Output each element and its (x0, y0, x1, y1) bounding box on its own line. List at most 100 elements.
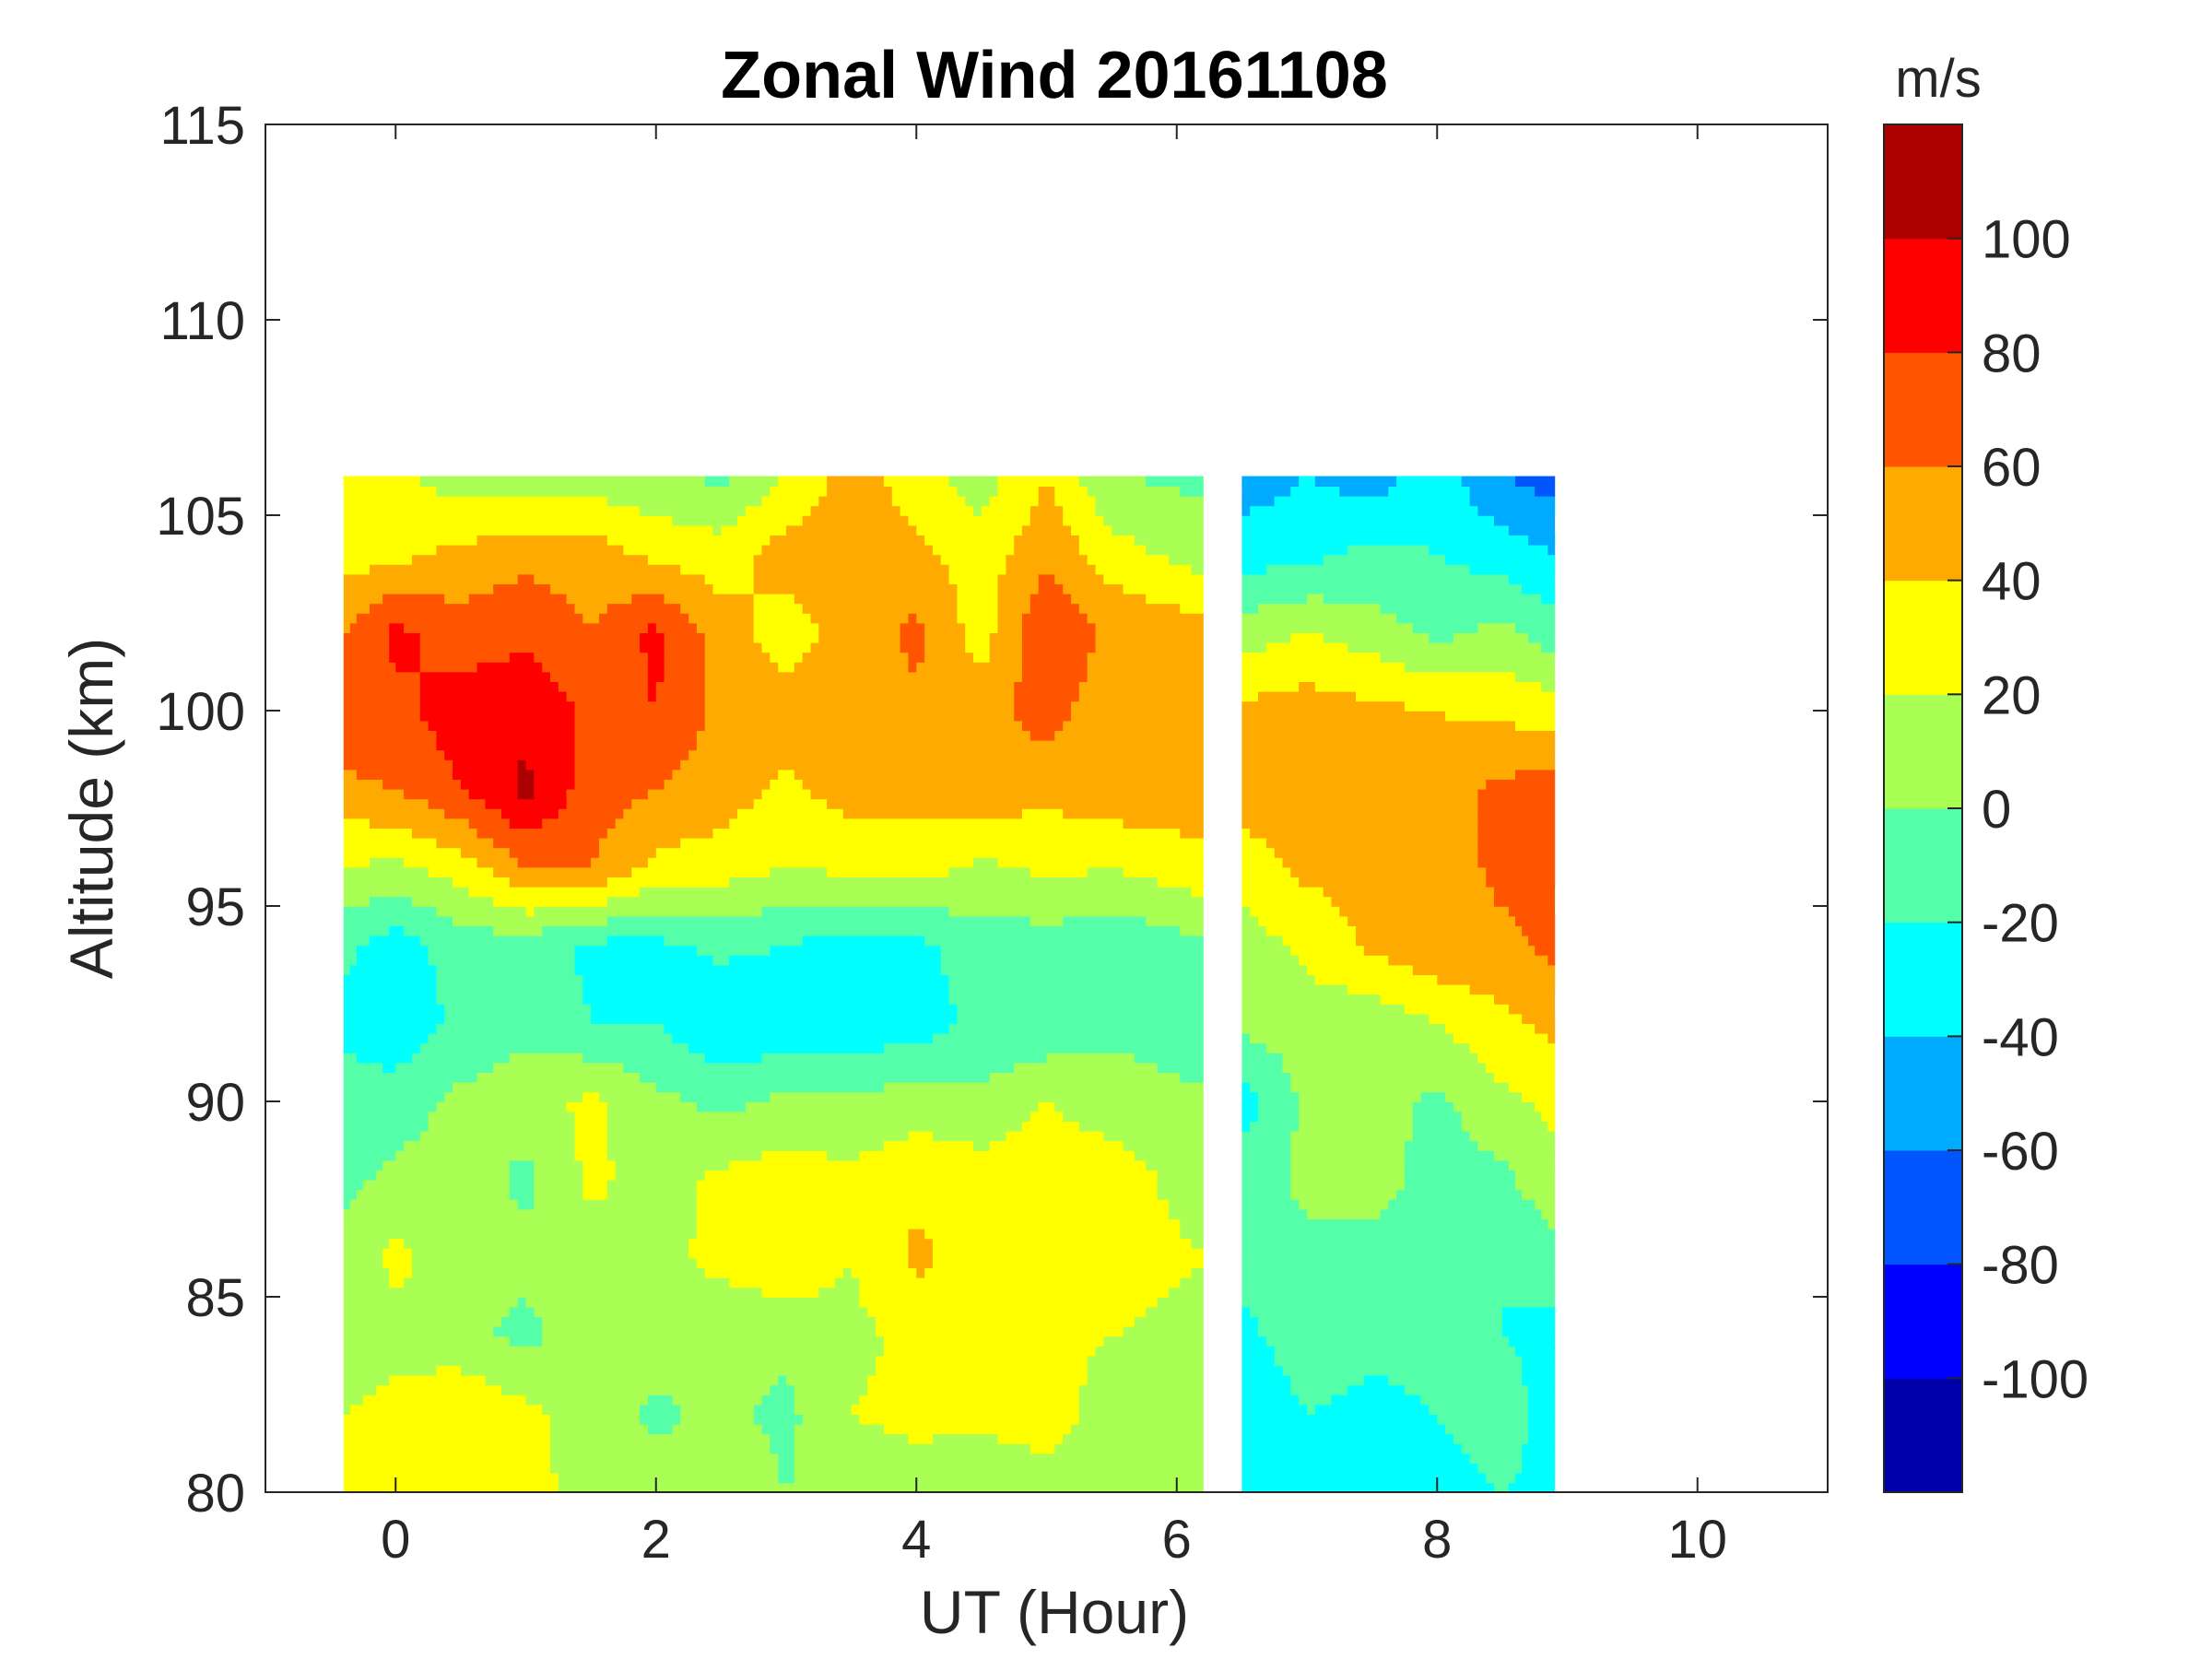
contour-cell (343, 759, 453, 771)
contour-cell (924, 632, 966, 643)
contour-cell (1241, 1287, 1556, 1298)
contour-cell (688, 1042, 885, 1053)
contour-cell (419, 690, 568, 702)
contour-cell (343, 1208, 698, 1219)
contour-cell (428, 945, 576, 956)
contour-cell (411, 554, 649, 565)
contour-cell (509, 1159, 535, 1171)
contour-cell (696, 730, 1031, 741)
contour-cell (1258, 1091, 1300, 1102)
contour-cell (704, 573, 755, 584)
contour-cell (778, 1463, 795, 1474)
contour-cell (1307, 593, 1324, 605)
contour-cell (1522, 583, 1556, 594)
contour-cell (672, 1423, 763, 1435)
contour-cell (558, 681, 649, 692)
contour-cell (343, 681, 421, 692)
contour-cell (349, 1199, 519, 1210)
contour-cell (1241, 495, 1276, 507)
contour-cell (794, 1404, 853, 1415)
contour-cell (1404, 662, 1556, 673)
contour-cell (1241, 915, 1259, 926)
contour-cell (1522, 1189, 1556, 1200)
contour-cell (606, 1130, 910, 1142)
contour-cell (1241, 1053, 1284, 1064)
contour-cell (1063, 505, 1097, 516)
contour-cell (343, 1374, 390, 1386)
contour-cell (1241, 886, 1324, 898)
contour-cell (1323, 886, 1495, 898)
contour-cell (343, 641, 390, 653)
contour-cell (370, 935, 421, 947)
contour-cell (696, 622, 755, 633)
contour-cell (606, 1101, 698, 1112)
contour-cell (932, 544, 1015, 556)
contour-cell (574, 1121, 608, 1132)
contour-cell (1054, 730, 1204, 741)
contour-cell (356, 769, 453, 780)
contour-cell (818, 495, 893, 507)
contour-cell (997, 476, 1080, 487)
contour-cell (794, 1394, 861, 1406)
contour-cell (1501, 1316, 1556, 1327)
contour-cell (1307, 964, 1414, 975)
contour-cell (1022, 524, 1072, 535)
chart-title: Zonal Wind 20161108 (721, 39, 1388, 112)
contour-cell (1290, 866, 1487, 877)
contour-cell (883, 476, 950, 487)
contour-cell (1087, 662, 1204, 673)
contour-cell (343, 1072, 478, 1083)
contour-cell (453, 759, 519, 771)
contour-cell (696, 1208, 1170, 1219)
contour-cell (382, 593, 445, 605)
contour-cell (1054, 1101, 1204, 1112)
contour-cell (1347, 915, 1516, 926)
contour-cell (1022, 662, 1088, 673)
contour-cell (509, 1306, 535, 1317)
contour-cell (558, 808, 625, 819)
contour-cell (680, 603, 755, 614)
contour-cell (343, 1218, 698, 1230)
contour-cell (802, 1414, 861, 1425)
contour-cell (1290, 1140, 1406, 1151)
contour-cell (1241, 641, 1267, 653)
contour-cell (1469, 486, 1535, 497)
contour-cell (908, 1248, 934, 1259)
contour-cell (343, 1170, 377, 1181)
contour-cell (574, 711, 706, 722)
contour-cell (1241, 788, 1479, 800)
contour-cell (1469, 1130, 1556, 1142)
contour-cell (770, 535, 925, 546)
contour-cell (761, 1423, 795, 1435)
contour-cell (770, 779, 804, 790)
contour-cell (1063, 808, 1204, 819)
contour-cell (737, 808, 844, 819)
contour-cell (827, 486, 893, 497)
contour-cell (582, 1189, 608, 1200)
contour-cell (582, 983, 950, 995)
colorbar-band (1884, 922, 1962, 1037)
contour-cell (1014, 690, 1080, 702)
contour-cell (1508, 906, 1556, 917)
contour-cell (1250, 505, 1479, 516)
contour-cell (606, 935, 665, 947)
contour-cell (582, 1170, 617, 1181)
contour-cell (1388, 955, 1549, 966)
contour-cell (1258, 1316, 1503, 1327)
contour-cell (1241, 505, 1251, 516)
contour-cell (558, 1472, 779, 1484)
contour-cell (1486, 866, 1556, 877)
contour-cell (343, 945, 358, 956)
contour-cell (1453, 1433, 1529, 1444)
contour-cell (509, 1189, 535, 1200)
contour-cell (729, 955, 942, 966)
contour-cell (574, 1150, 608, 1161)
contour-cell (770, 486, 828, 497)
contour-cell (883, 1081, 1204, 1093)
contour-cell (493, 837, 600, 849)
contour-cell (1258, 915, 1348, 926)
colorbar-band (1884, 238, 1962, 353)
contour-cell (1022, 632, 1097, 643)
contour-cell (1274, 847, 1479, 858)
contour-cell (688, 1248, 910, 1259)
